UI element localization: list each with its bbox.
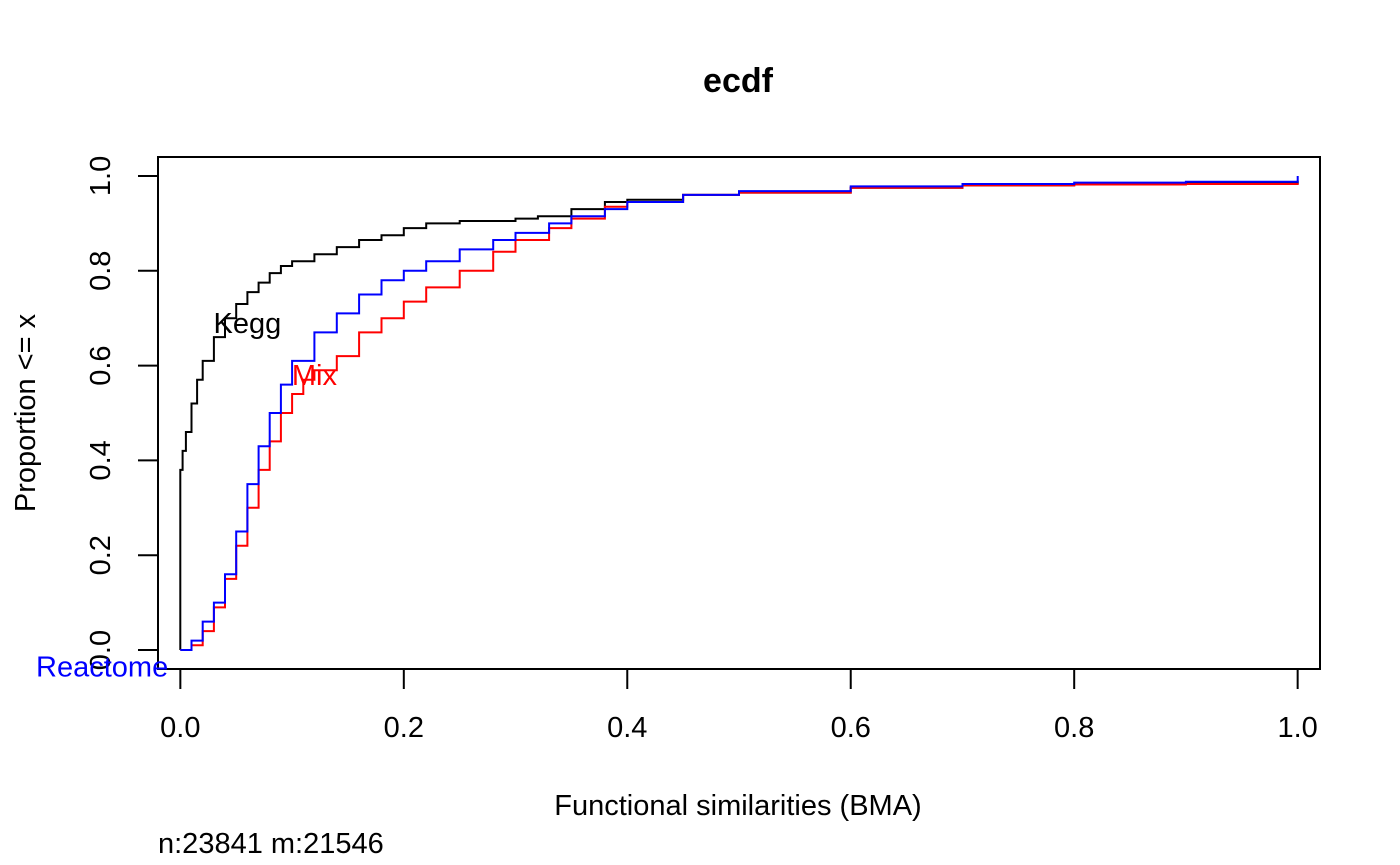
y-axis: 0.0 0.2 0.4 0.6 0.8 1.0 [85, 156, 159, 670]
x-tick-label: 0.2 [384, 712, 424, 744]
x-tick-label: 0.4 [607, 712, 647, 744]
series-label-reactome: Reactome [36, 652, 168, 684]
x-tick-label: 1.0 [1277, 712, 1317, 744]
chart-title: ecdf [703, 62, 774, 100]
y-tick-label: 0.6 [85, 345, 117, 385]
x-axis: 0.0 0.2 0.4 0.6 0.8 1.0 [160, 668, 1318, 744]
x-tick-label: 0.8 [1054, 712, 1094, 744]
y-tick-label: 0.0 [85, 630, 117, 670]
series-label-kegg: Kegg [214, 308, 282, 340]
series-line-mix [180, 183, 1299, 651]
series-label-mix: Mix [292, 360, 338, 392]
series-line-reactome [180, 176, 1299, 651]
y-tick-label: 1.0 [85, 156, 117, 196]
x-axis-label: Functional similarities (BMA) [554, 790, 921, 822]
y-tick-label: 0.4 [85, 440, 117, 480]
x-tick-label: 0.6 [831, 712, 871, 744]
y-tick-label: 0.2 [85, 535, 117, 575]
sample-size-annotation: n:23841 m:21546 [158, 828, 384, 860]
plot-frame [157, 156, 1321, 670]
y-axis-label: Proportion <= x [10, 313, 42, 512]
series-label-layer: Kegg Mix Reactome [36, 308, 337, 684]
series-layer [179, 176, 1299, 651]
y-tick-label: 0.8 [85, 251, 117, 291]
x-tick-label: 0.0 [160, 712, 200, 744]
series-line-kegg [179, 180, 1299, 650]
